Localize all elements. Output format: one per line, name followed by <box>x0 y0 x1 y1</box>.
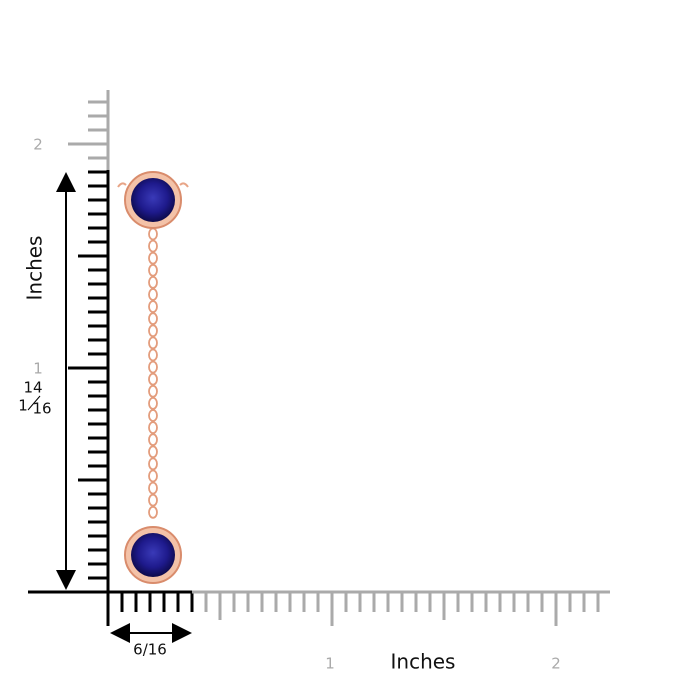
chain-link <box>148 372 158 386</box>
unit-label: Inches <box>391 650 456 674</box>
measure-numerator: 14 <box>23 379 42 397</box>
tick-label: 1 <box>325 655 335 673</box>
chain-link <box>148 433 158 447</box>
chain-link <box>148 239 158 253</box>
unit-label: Inches <box>23 236 47 301</box>
chain-link <box>148 493 158 507</box>
chain-link <box>148 505 158 519</box>
chain-link <box>148 409 158 422</box>
tick-label: 2 <box>33 136 43 154</box>
chain-link <box>148 445 158 459</box>
chain-link <box>148 275 158 289</box>
measure-denominator: 16 <box>32 400 51 418</box>
chain-link <box>148 324 158 338</box>
chain-link <box>148 457 158 471</box>
necklace-chain <box>148 227 158 519</box>
fraction-slash <box>27 395 41 411</box>
chain-link <box>148 396 158 410</box>
gem-bottom <box>124 526 182 584</box>
chain-link <box>148 288 158 301</box>
tick-label: 1 <box>33 360 43 378</box>
chain-link <box>148 300 158 314</box>
tick-label: 2 <box>551 655 561 673</box>
chain-link <box>148 384 158 398</box>
chain-link <box>148 312 158 326</box>
ruler-ticks <box>68 100 600 626</box>
chain-link <box>148 227 158 241</box>
measure-label: 6/16 <box>133 641 167 659</box>
chain-link <box>148 360 158 374</box>
chain-link <box>148 421 158 435</box>
chain-link <box>148 263 158 277</box>
chain-link <box>148 469 158 483</box>
chain-link <box>148 481 158 495</box>
measure-whole: 1 <box>18 397 28 415</box>
chain-link <box>148 348 158 362</box>
gem-top <box>117 171 189 229</box>
chain-link <box>148 336 158 350</box>
chain-link <box>148 251 158 265</box>
